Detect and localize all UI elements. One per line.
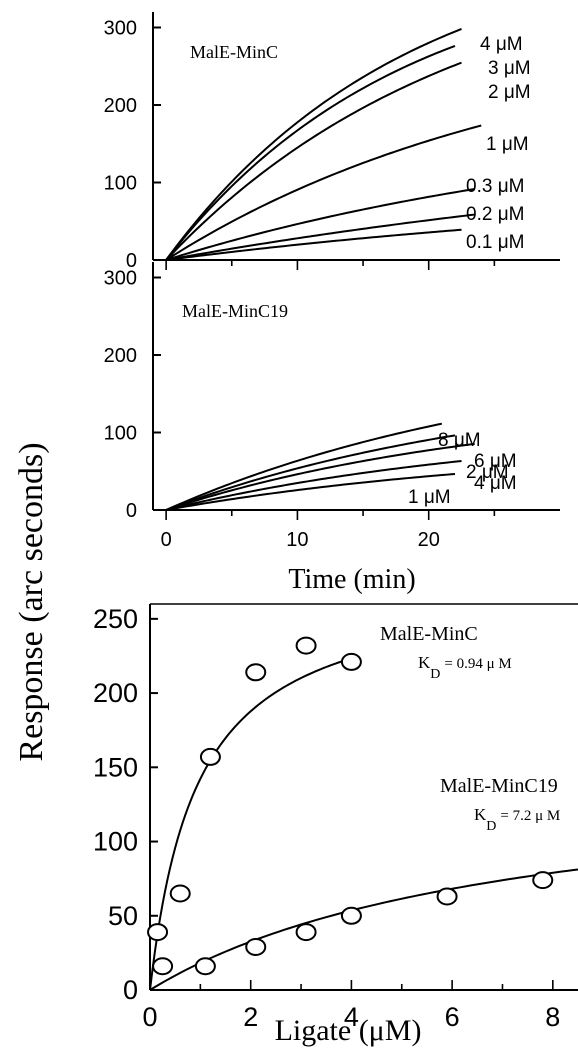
bottom-x-tick-label: 8 [545,1002,560,1032]
mid-y-tick-label: 300 [104,268,137,290]
mid-series-line [165,460,462,511]
bottom-x-tick-label: 6 [445,1002,460,1032]
top-series-label: 0.2 μM [466,204,524,225]
top-series-label: 3 μM [488,58,531,79]
bottom-kd-label: KD= 7.2 μ M [474,805,560,834]
top-y-tick-label: 0 [126,250,137,272]
bottom-y-tick-label: 100 [93,827,138,857]
bottom-kd-label: KD= 0.94 μ M [418,653,512,682]
bottom-data-point [340,652,362,671]
bottom-x-tick-label: 4 [344,1002,359,1032]
bottom-data-point [532,871,554,890]
mid-series-label: 6 μM [474,451,517,472]
top-series-line [165,188,475,261]
mid-y-tick-label: 0 [126,500,137,522]
top-series-label: 2 μM [488,82,531,103]
bottom-fit-curve [149,657,352,991]
panel-middle-title: MalE-MinC19 [182,301,288,321]
top-series-line [165,61,462,261]
bottom-data-point [436,887,458,906]
bottom-data-point [194,957,216,976]
mid-x-tick-label: 0 [161,529,172,551]
top-series-label: 4 μM [480,34,523,55]
top-y-tick-label: 300 [104,18,137,40]
panel-middle-x-axis-label: Time (min) [288,564,415,595]
bottom-data-point [295,636,317,655]
bottom-y-tick-label: 50 [108,901,138,931]
bottom-series-label: MalE-MinC19 [440,775,558,797]
panel-bottom-x-axis-label: Ligate (μM) [275,1014,422,1047]
bottom-data-point [152,957,174,976]
panel-bottom-binding: Ligate (μM) 0 50 100 150 200 250 0 2 4 6 8 MalE-Min… [93,603,578,1047]
bottom-series-label: MalE-MinC [380,623,478,645]
mid-series-line [165,422,443,511]
panel-top-kinetics: MalE-MinC 0 100 200 300 4 μM 3 μM 2 μM 1 μM 0.3 … [104,12,560,272]
mid-series-line [165,434,456,511]
bottom-data-point [295,923,317,942]
top-y-tick-label: 200 [104,95,137,117]
mid-series-label: 8 μM [438,430,481,451]
mid-x-tick-label: 20 [418,529,440,551]
bottom-data-point [169,884,191,903]
top-y-tick-label: 100 [104,173,137,195]
bottom-data-point [245,937,267,956]
bottom-y-tick-label: 150 [93,752,138,782]
top-series-label: 0.3 μM [466,176,524,197]
bottom-y-tick-label: 0 [123,975,138,1005]
bottom-data-point [340,906,362,925]
bottom-data-point [199,747,221,766]
bottom-x-tick-label: 2 [243,1002,258,1032]
top-series-line [166,228,462,261]
mid-series-line [165,442,475,511]
top-series-label: 0.1 μM [466,232,524,253]
mid-series-label: 2 μM [466,462,509,483]
mid-series-label: 4 μM [474,473,517,494]
bottom-data-point [147,923,169,942]
mid-series-label: 1 μM [408,487,451,508]
bottom-fit-curve [149,868,578,991]
bottom-x-tick-label: 0 [142,1002,157,1032]
bottom-y-tick-label: 200 [93,678,138,708]
panel-top-title: MalE-MinC [190,42,278,62]
top-series-line [165,213,475,261]
bottom-data-point [245,663,267,682]
panel-middle-kinetics: MalE-MinC19 Time (min) 0 100 200 300 0 10 20 8 … [104,262,560,595]
mid-x-tick-label: 10 [286,529,308,551]
top-series-label: 1 μM [486,134,529,155]
top-series-line [165,124,482,261]
top-series-line [165,28,462,261]
y-axis-label: Response (arc seconds) [13,442,50,761]
top-series-line [165,44,456,261]
mid-y-tick-label: 100 [104,423,137,445]
bottom-y-tick-label: 250 [93,604,138,634]
mid-series-line [165,472,456,511]
mid-y-tick-label: 200 [104,345,137,367]
